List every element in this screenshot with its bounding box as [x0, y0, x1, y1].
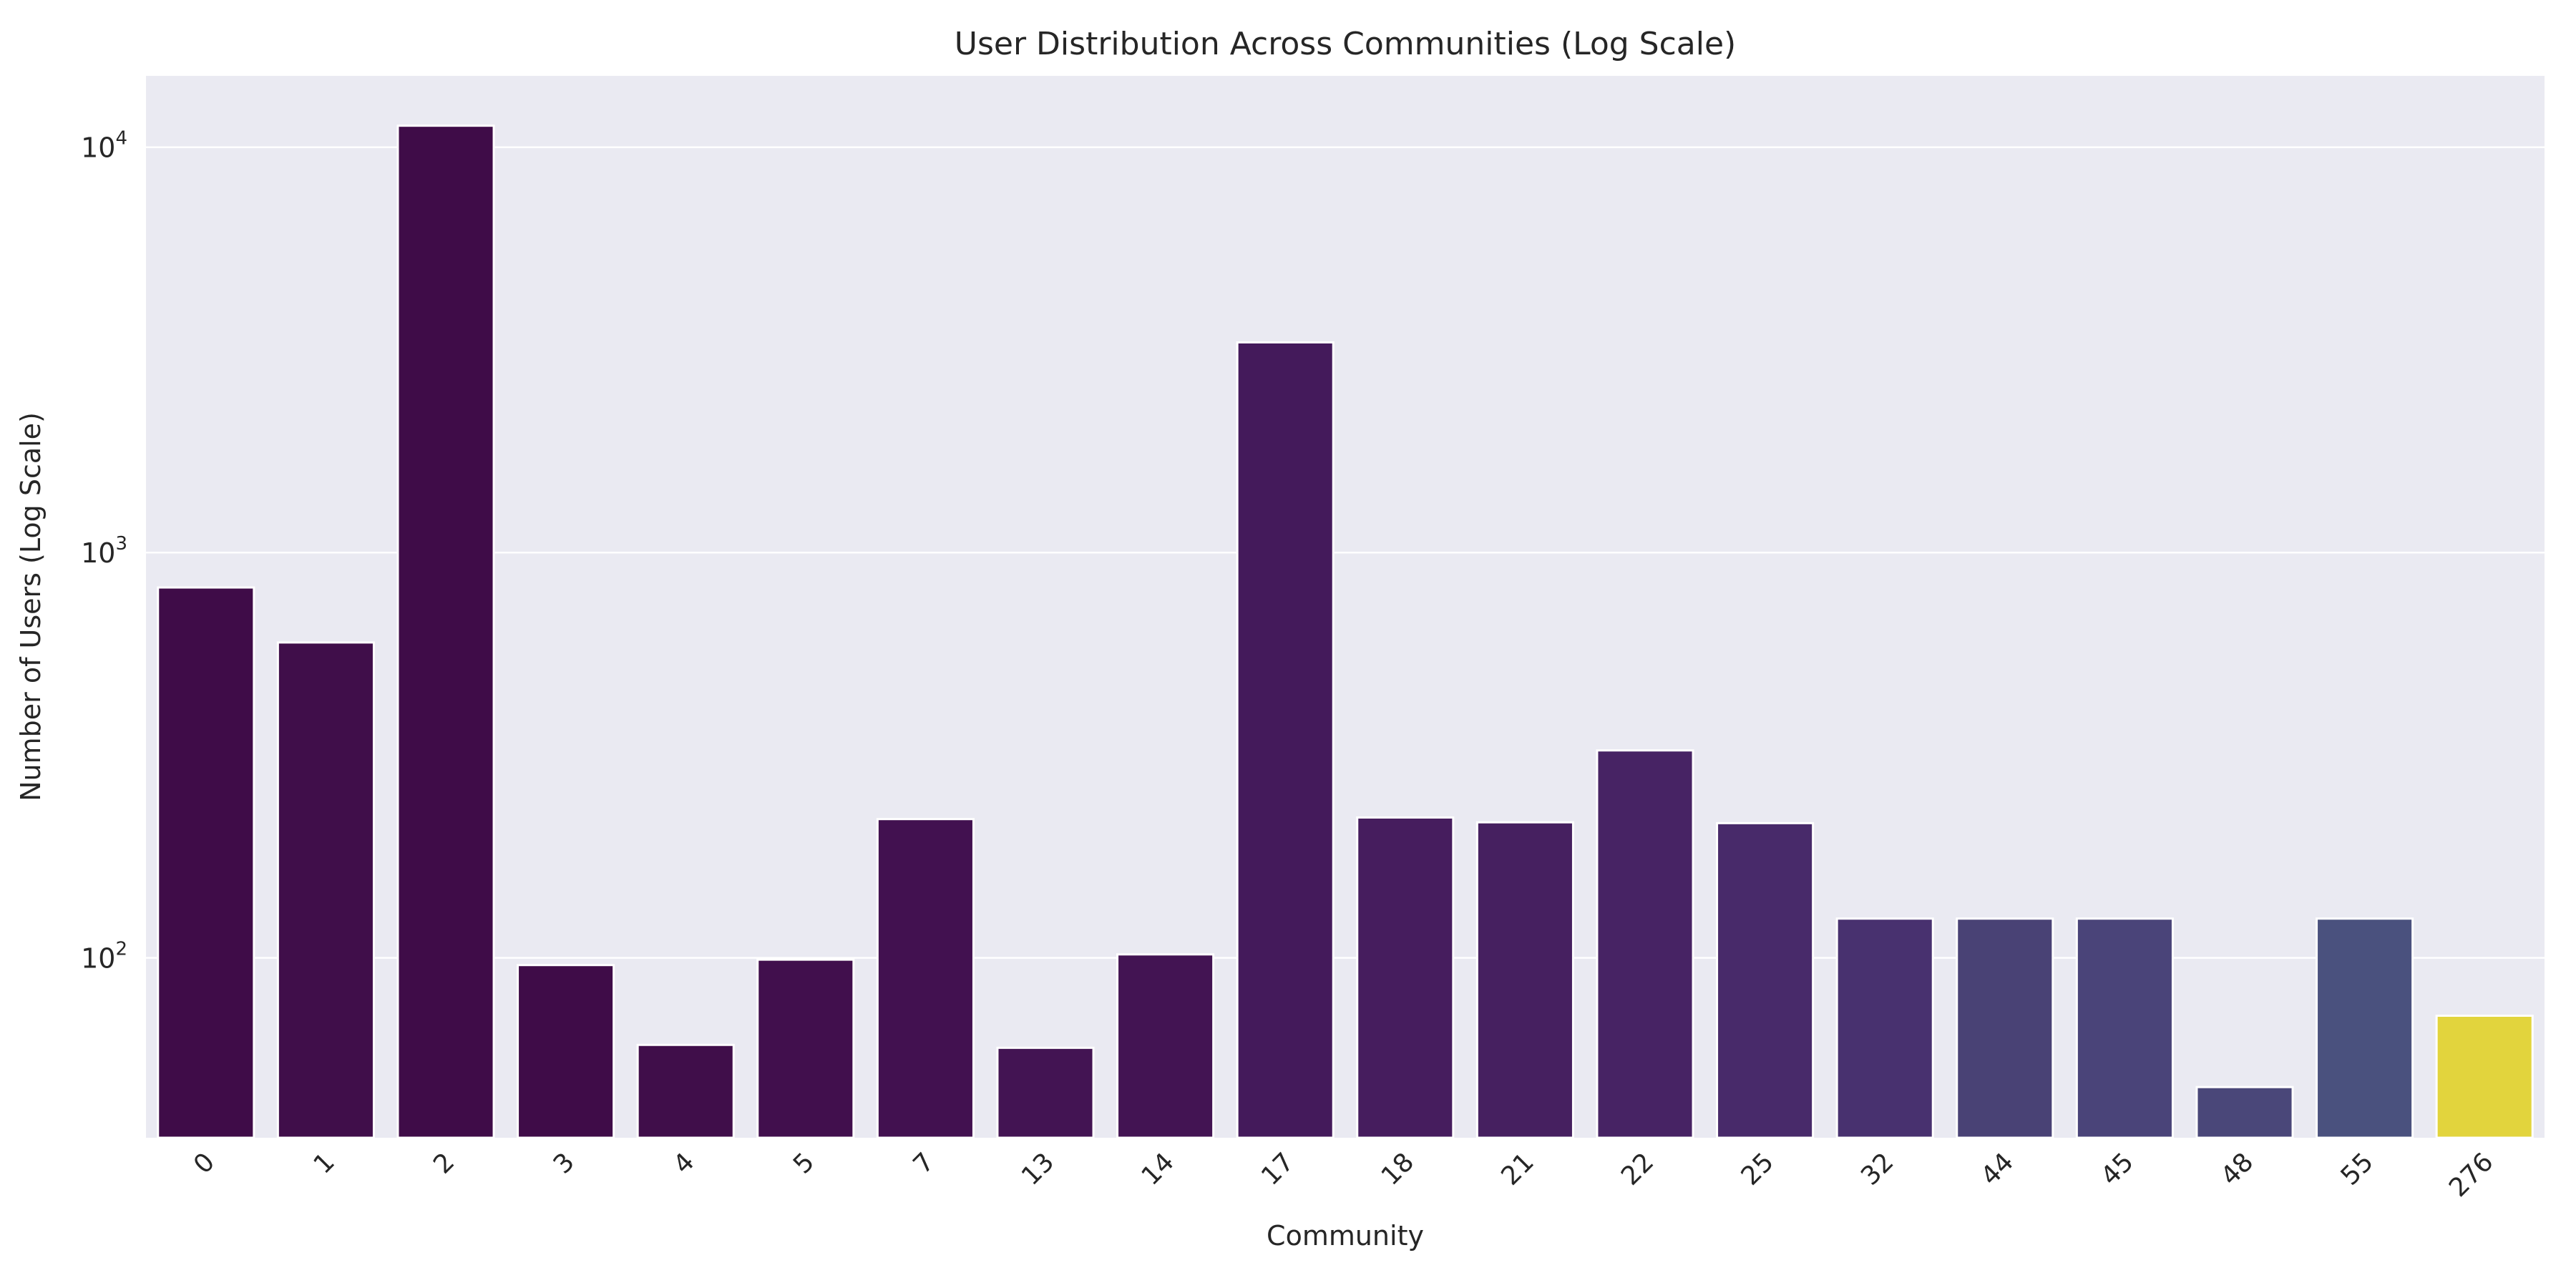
bar-community-32 [1835, 917, 1934, 1139]
bar-community-17 [1236, 341, 1335, 1139]
bar-community-2 [396, 125, 495, 1139]
bar-community-1 [276, 641, 375, 1139]
bar-community-21 [1475, 821, 1574, 1139]
bar-community-44 [1956, 917, 2054, 1139]
bar-community-7 [876, 818, 975, 1139]
plot-area [146, 76, 2545, 1138]
bar-community-276 [2435, 1014, 2534, 1139]
chart-title: User Distribution Across Communities (Lo… [955, 26, 1736, 62]
bar-community-48 [2195, 1085, 2294, 1139]
bar-community-14 [1116, 953, 1215, 1139]
bar-community-0 [157, 586, 255, 1139]
bar-community-3 [517, 964, 615, 1139]
bar-community-45 [2075, 917, 2174, 1139]
bars [157, 125, 2534, 1139]
bar-community-55 [2316, 917, 2414, 1139]
y-tick-label: 104 [81, 128, 127, 164]
bar-community-25 [1716, 821, 1815, 1139]
y-tick-label: 102 [81, 939, 127, 975]
bar-community-13 [996, 1046, 1095, 1139]
x-axis-label: Community [1267, 1220, 1424, 1252]
y-tick-label: 103 [81, 533, 127, 569]
bar-community-4 [636, 1043, 735, 1139]
bar-community-22 [1596, 749, 1694, 1139]
y-axis-label: Number of Users (Log Scale) [15, 412, 47, 801]
y-tick-labels: 102 103 104 [81, 128, 127, 975]
bar-community-18 [1356, 816, 1455, 1139]
bar-community-5 [756, 958, 855, 1139]
